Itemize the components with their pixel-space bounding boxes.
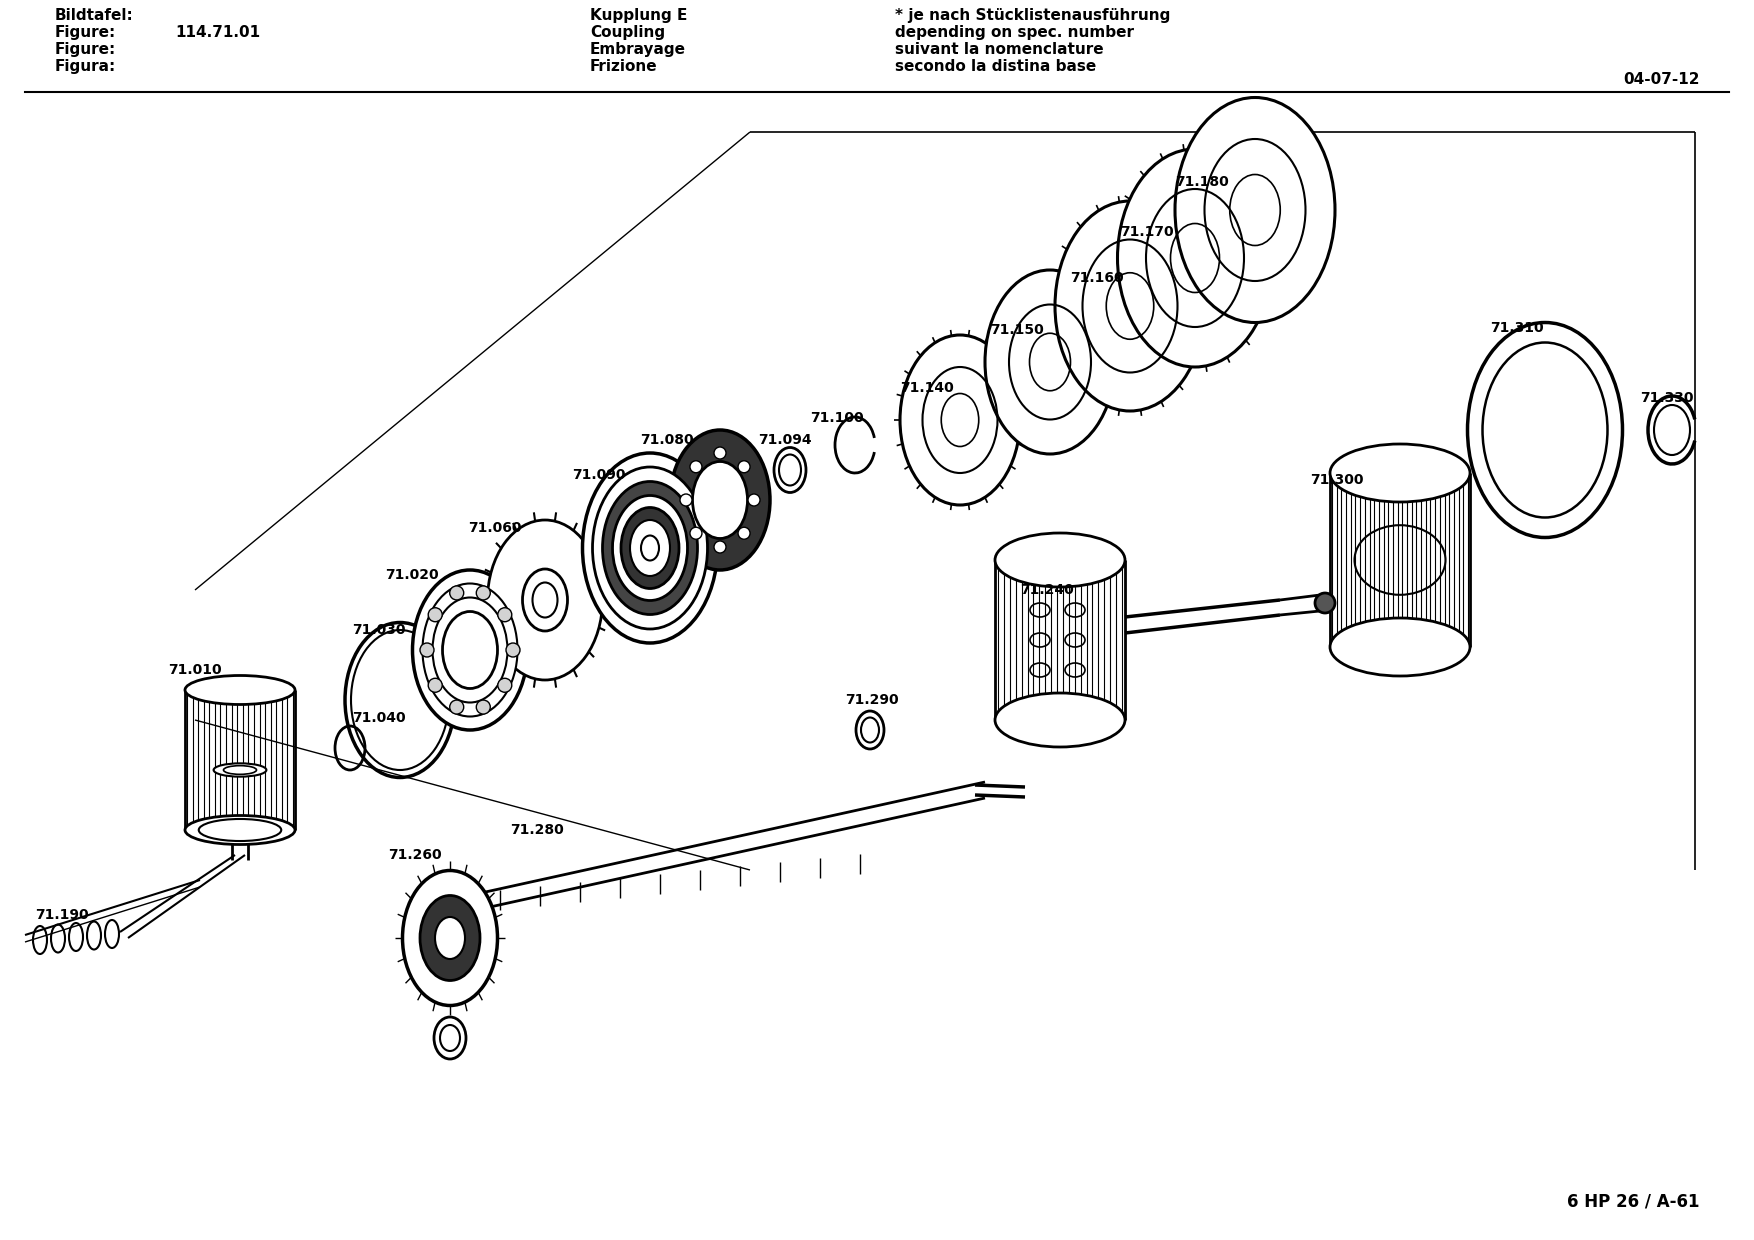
Ellipse shape: [223, 765, 256, 774]
Ellipse shape: [449, 587, 463, 600]
Text: Figure:: Figure:: [54, 42, 116, 57]
Ellipse shape: [419, 895, 481, 981]
Ellipse shape: [214, 764, 267, 776]
Text: 71.290: 71.290: [845, 693, 898, 707]
Ellipse shape: [738, 461, 751, 472]
Text: Frizione: Frizione: [589, 60, 658, 74]
Text: 71.020: 71.020: [384, 568, 438, 582]
Ellipse shape: [428, 678, 442, 692]
Ellipse shape: [1117, 149, 1272, 367]
Text: 71.150: 71.150: [989, 322, 1044, 337]
Text: 71.300: 71.300: [1310, 472, 1363, 487]
Ellipse shape: [747, 494, 759, 506]
Text: 04-07-12: 04-07-12: [1624, 72, 1700, 87]
Ellipse shape: [995, 533, 1124, 587]
Text: depending on spec. number: depending on spec. number: [895, 25, 1135, 40]
Text: 71.190: 71.190: [35, 908, 89, 923]
Ellipse shape: [738, 527, 751, 539]
Text: secondo la distina base: secondo la distina base: [895, 60, 1096, 74]
Ellipse shape: [433, 598, 507, 703]
Ellipse shape: [442, 611, 498, 688]
Ellipse shape: [184, 676, 295, 704]
Text: suivant la nomenclature: suivant la nomenclature: [895, 42, 1103, 57]
Ellipse shape: [477, 701, 491, 714]
Text: 71.094: 71.094: [758, 433, 812, 446]
Text: 6 HP 26 / A-61: 6 HP 26 / A-61: [1568, 1192, 1700, 1210]
Ellipse shape: [612, 496, 688, 600]
Ellipse shape: [986, 270, 1116, 454]
Ellipse shape: [1175, 98, 1335, 322]
Ellipse shape: [449, 701, 463, 714]
Ellipse shape: [693, 461, 747, 538]
Text: * je nach Stücklistenausführung: * je nach Stücklistenausführung: [895, 7, 1170, 24]
Text: Figure:: Figure:: [54, 25, 116, 40]
Text: 71.100: 71.100: [810, 410, 863, 425]
Ellipse shape: [714, 446, 726, 459]
Ellipse shape: [995, 693, 1124, 746]
Ellipse shape: [1054, 201, 1205, 410]
Ellipse shape: [689, 461, 702, 472]
Text: 71.090: 71.090: [572, 467, 626, 482]
Ellipse shape: [900, 335, 1021, 505]
Text: 114.71.01: 114.71.01: [175, 25, 260, 40]
Ellipse shape: [689, 527, 702, 539]
Ellipse shape: [593, 467, 707, 629]
Ellipse shape: [402, 870, 498, 1006]
Ellipse shape: [505, 644, 519, 657]
Text: Embrayage: Embrayage: [589, 42, 686, 57]
Text: 71.240: 71.240: [1021, 583, 1073, 596]
Ellipse shape: [1468, 322, 1622, 537]
Text: 71.280: 71.280: [510, 823, 563, 837]
Text: 71.080: 71.080: [640, 433, 693, 446]
Ellipse shape: [1330, 618, 1470, 676]
Ellipse shape: [428, 608, 442, 621]
Ellipse shape: [419, 644, 433, 657]
Ellipse shape: [423, 584, 517, 717]
Text: 71.180: 71.180: [1175, 175, 1230, 188]
Ellipse shape: [523, 569, 568, 631]
Ellipse shape: [640, 536, 660, 560]
Text: 71.030: 71.030: [353, 622, 405, 637]
Text: 71.140: 71.140: [900, 381, 954, 396]
Text: 71.060: 71.060: [468, 521, 521, 534]
Ellipse shape: [412, 570, 528, 730]
Text: 71.040: 71.040: [353, 711, 405, 725]
Ellipse shape: [603, 481, 698, 615]
Ellipse shape: [714, 541, 726, 553]
Text: 71.160: 71.160: [1070, 272, 1124, 285]
Text: 71.310: 71.310: [1489, 321, 1544, 335]
Text: 71.170: 71.170: [1121, 224, 1173, 239]
Text: 71.330: 71.330: [1640, 391, 1694, 405]
Ellipse shape: [582, 453, 717, 644]
Text: Coupling: Coupling: [589, 25, 665, 40]
Text: Bildtafel:: Bildtafel:: [54, 7, 133, 24]
Ellipse shape: [498, 678, 512, 692]
Ellipse shape: [498, 608, 512, 621]
Text: Kupplung E: Kupplung E: [589, 7, 688, 24]
Ellipse shape: [477, 587, 491, 600]
Ellipse shape: [670, 430, 770, 570]
Ellipse shape: [1330, 444, 1470, 502]
Ellipse shape: [681, 494, 693, 506]
Ellipse shape: [488, 520, 603, 680]
Text: Figura:: Figura:: [54, 60, 116, 74]
Text: 71.010: 71.010: [168, 663, 221, 677]
Text: 71.260: 71.260: [388, 848, 442, 862]
Ellipse shape: [435, 918, 465, 959]
Ellipse shape: [630, 520, 670, 577]
Ellipse shape: [1316, 593, 1335, 613]
Ellipse shape: [184, 816, 295, 844]
Ellipse shape: [621, 507, 679, 589]
